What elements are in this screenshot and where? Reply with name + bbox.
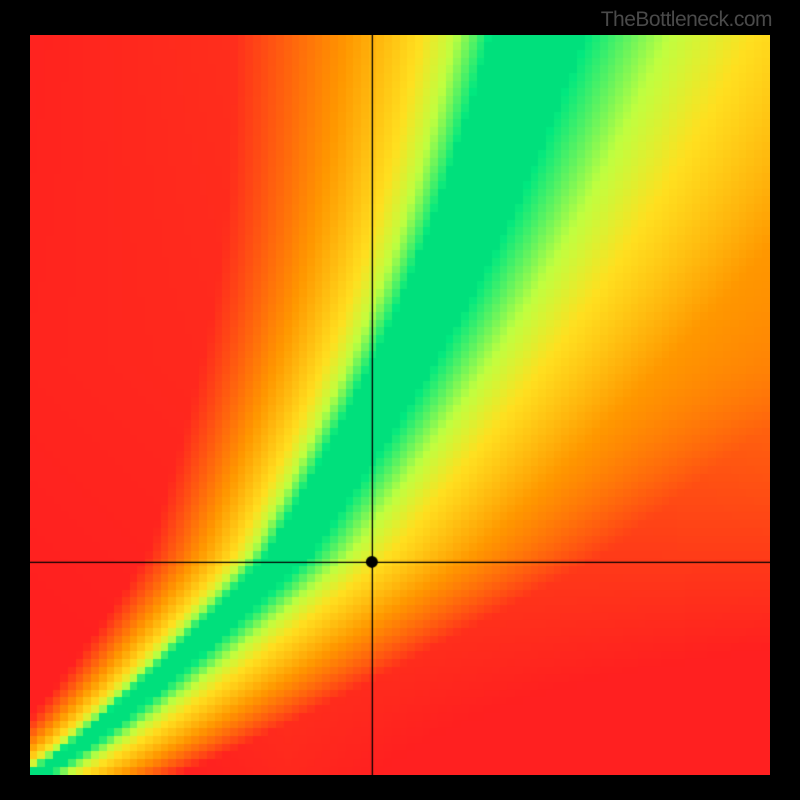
bottleneck-heatmap-canvas: [30, 35, 770, 775]
watermark-text: TheBottleneck.com: [601, 8, 772, 32]
plot-area: [30, 35, 770, 775]
chart-container: TheBottleneck.com: [0, 0, 800, 800]
